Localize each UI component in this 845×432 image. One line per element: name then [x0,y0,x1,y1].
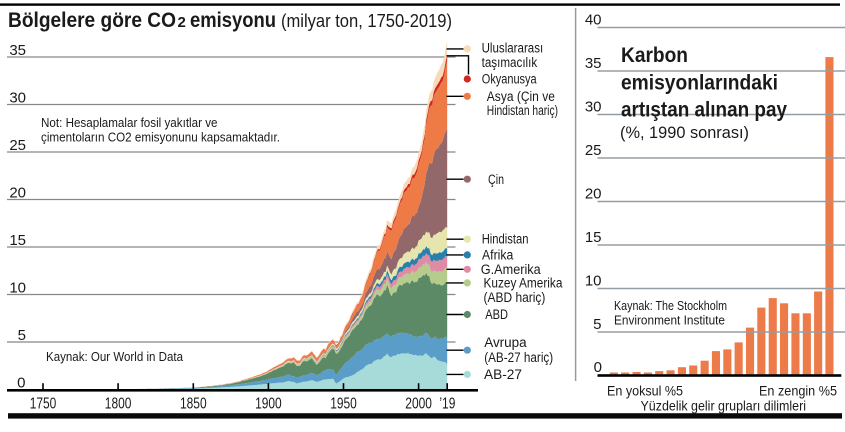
svg-text:Yüzdelik gelir grupları diliml: Yüzdelik gelir grupları dilimleri [641,398,807,414]
svg-text:(AB-27 hariç): (AB-27 hariç) [484,350,553,365]
svg-text:5: 5 [18,327,26,344]
svg-text:Çin: Çin [488,172,504,187]
svg-text:35: 35 [585,55,602,72]
svg-text:Hindistan hariç): Hindistan hariç) [487,103,558,118]
svg-text:Kaynak: The Stockholm: Kaynak: The Stockholm [614,299,727,313]
svg-text:G.Amerika: G.Amerika [481,262,541,277]
svg-text:AB-27: AB-27 [484,367,522,382]
svg-text:35: 35 [9,42,26,59]
svg-text:Asya (Çin ve: Asya (Çin ve [487,89,555,104]
svg-text:0: 0 [594,359,602,376]
svg-text:5: 5 [593,316,601,333]
svg-text:25: 25 [9,137,26,154]
svg-text:15: 15 [9,232,26,249]
svg-text:30: 30 [585,99,602,116]
svg-text:ABD: ABD [485,307,508,322]
svg-text:40: 40 [585,12,602,29]
svg-text:1750: 1750 [30,396,57,413]
svg-text:Bölgelere göre CO: Bölgelere göre CO [8,9,176,32]
svg-text:10: 10 [9,279,26,296]
svg-text:Karbon: Karbon [621,44,688,67]
svg-text:15: 15 [585,229,602,246]
svg-text:25: 25 [585,142,602,159]
svg-text:Kaynak: Our World in Data: Kaynak: Our World in Data [46,349,184,364]
svg-text:artıştan alınan pay: artıştan alınan pay [621,99,787,122]
svg-text:taşımacılık: taşımacılık [482,55,538,70]
svg-text:10: 10 [585,273,602,290]
svg-text:Afrika: Afrika [482,247,514,262]
svg-text:emisyonlarındaki: emisyonlarındaki [621,72,778,95]
svg-text:Okyanusya: Okyanusya [482,72,537,87]
svg-text:0: 0 [17,375,25,392]
svg-text:Environment Institute: Environment Institute [614,314,725,328]
svg-text:Not: Hesaplamalar fosil yakıtl: Not: Hesaplamalar fosil yakıtlar ve [41,115,218,130]
svg-text:20: 20 [9,184,26,201]
svg-text:Uluslararası: Uluslararası [482,41,544,56]
svg-text:2: 2 [178,14,186,31]
svg-text:2000: 2000 [405,396,432,413]
svg-text:Kuzey Amerika: Kuzey Amerika [484,275,563,290]
svg-text:20: 20 [585,186,602,203]
svg-text:’19: ’19 [439,396,455,413]
svg-text:çimentoların CO2 emisyonunu ka: çimentoların CO2 emisyonunu kapsamaktadı… [41,129,280,144]
svg-text:En zengin %5: En zengin %5 [759,383,837,399]
svg-text:Hindistan: Hindistan [482,232,529,247]
svg-text:(milyar ton, 1750-2019): (milyar ton, 1750-2019) [281,11,452,31]
svg-text:emisyonu: emisyonu [190,9,276,32]
svg-text:(ABD hariç): (ABD hariç) [484,290,546,305]
svg-text:Avrupa: Avrupa [484,335,527,350]
svg-text:1800: 1800 [105,396,132,413]
svg-text:1850: 1850 [180,396,207,413]
svg-text:1950: 1950 [330,396,357,413]
svg-text:(%, 1990 sonrası): (%, 1990 sonrası) [620,123,749,142]
svg-text:En yoksul %5: En yoksul %5 [607,383,683,399]
svg-text:30: 30 [9,89,26,106]
svg-text:1900: 1900 [255,396,282,413]
